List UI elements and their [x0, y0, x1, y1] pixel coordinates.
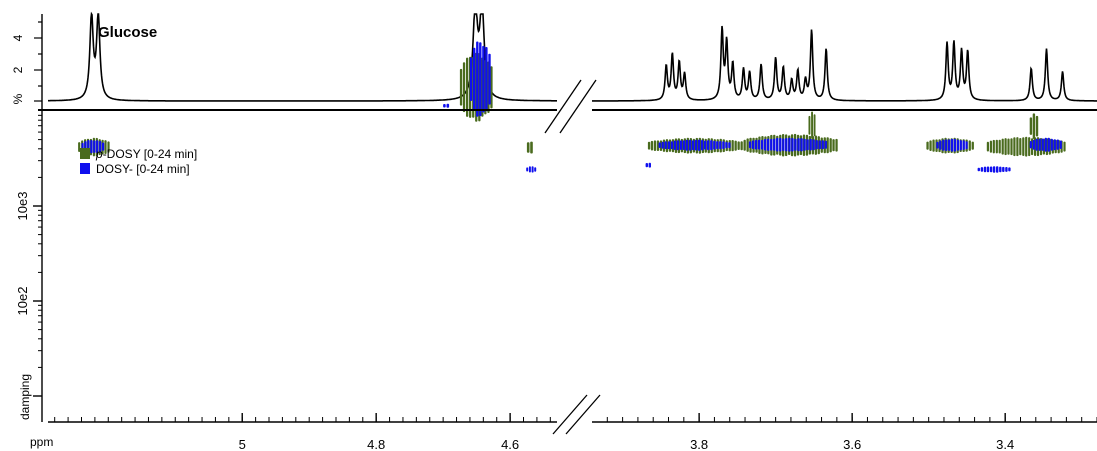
y-tick-label: 10e3: [15, 192, 30, 221]
x-tick-label: 3.8: [690, 437, 708, 451]
p-dosy-signal-6: [808, 111, 816, 139]
x-tick-label: 4.6: [501, 437, 519, 451]
legend-swatch-p-dosy: [80, 148, 90, 159]
x-axis-unit-label: ppm: [30, 435, 53, 449]
dosy-signal-6: [748, 137, 827, 152]
dosy-signal-7: [936, 138, 968, 152]
dosy-signal-3: [443, 103, 450, 108]
spectrum-y-tick-label: 4: [11, 34, 25, 41]
legend-swatch-dosy: [80, 163, 90, 174]
dosy-signal-2: [469, 41, 491, 117]
y-tick-label: 10e2: [15, 287, 30, 316]
x-tick-label: 3.6: [843, 437, 861, 451]
axis-break-mark: [552, 394, 588, 435]
dosy-signal-5: [658, 139, 731, 151]
dosy-plot-area: [78, 41, 1066, 173]
legend-label-p-dosy-rest: -DOSY [0-24 min]: [103, 147, 197, 161]
spectrum-y-tick-label: 2: [11, 66, 25, 73]
spectrum-trace-segment-2: [592, 25, 1097, 102]
p-dosy-signal-9: [1029, 113, 1039, 139]
legend-label-p-dosy: p-DOSY [0-24 min]: [95, 147, 197, 161]
legend-label-dosy: DOSY- [0-24 min]: [96, 162, 190, 176]
dosy-signal-8: [1029, 137, 1062, 152]
spectrum-trace-segment-1: [48, 11, 557, 102]
axis-break-mark: [565, 394, 601, 435]
spectrum-panel: [48, 11, 1097, 102]
dosy-signal-9: [645, 162, 651, 168]
p-dosy-signal-3: [526, 141, 533, 154]
axis-break-mark: [544, 79, 582, 134]
legend-label-p-dosy-prefix: p: [95, 147, 103, 161]
x-tick-label: 5: [239, 437, 246, 451]
spectrum-y-tick-label: %: [11, 93, 25, 104]
dosy-signal-10: [977, 166, 1011, 173]
dosy-signal-4: [526, 166, 537, 173]
legend: p-DOSY [0-24 min] DOSY- [0-24 min]: [80, 147, 197, 176]
chart-title: Glucose: [98, 24, 157, 41]
axes: 5 4.8 4.6 3.8 3.6 3.4% 2 4 10e3 10e2: [11, 14, 1097, 451]
legend-label-dosy-rest: DOSY- [0-24 min]: [96, 162, 190, 176]
axis-break-mark: [559, 79, 597, 134]
x-tick-label: 4.8: [367, 437, 385, 451]
y-axis-unit-label: damping: [18, 374, 32, 420]
x-tick-label: 3.4: [996, 437, 1014, 451]
